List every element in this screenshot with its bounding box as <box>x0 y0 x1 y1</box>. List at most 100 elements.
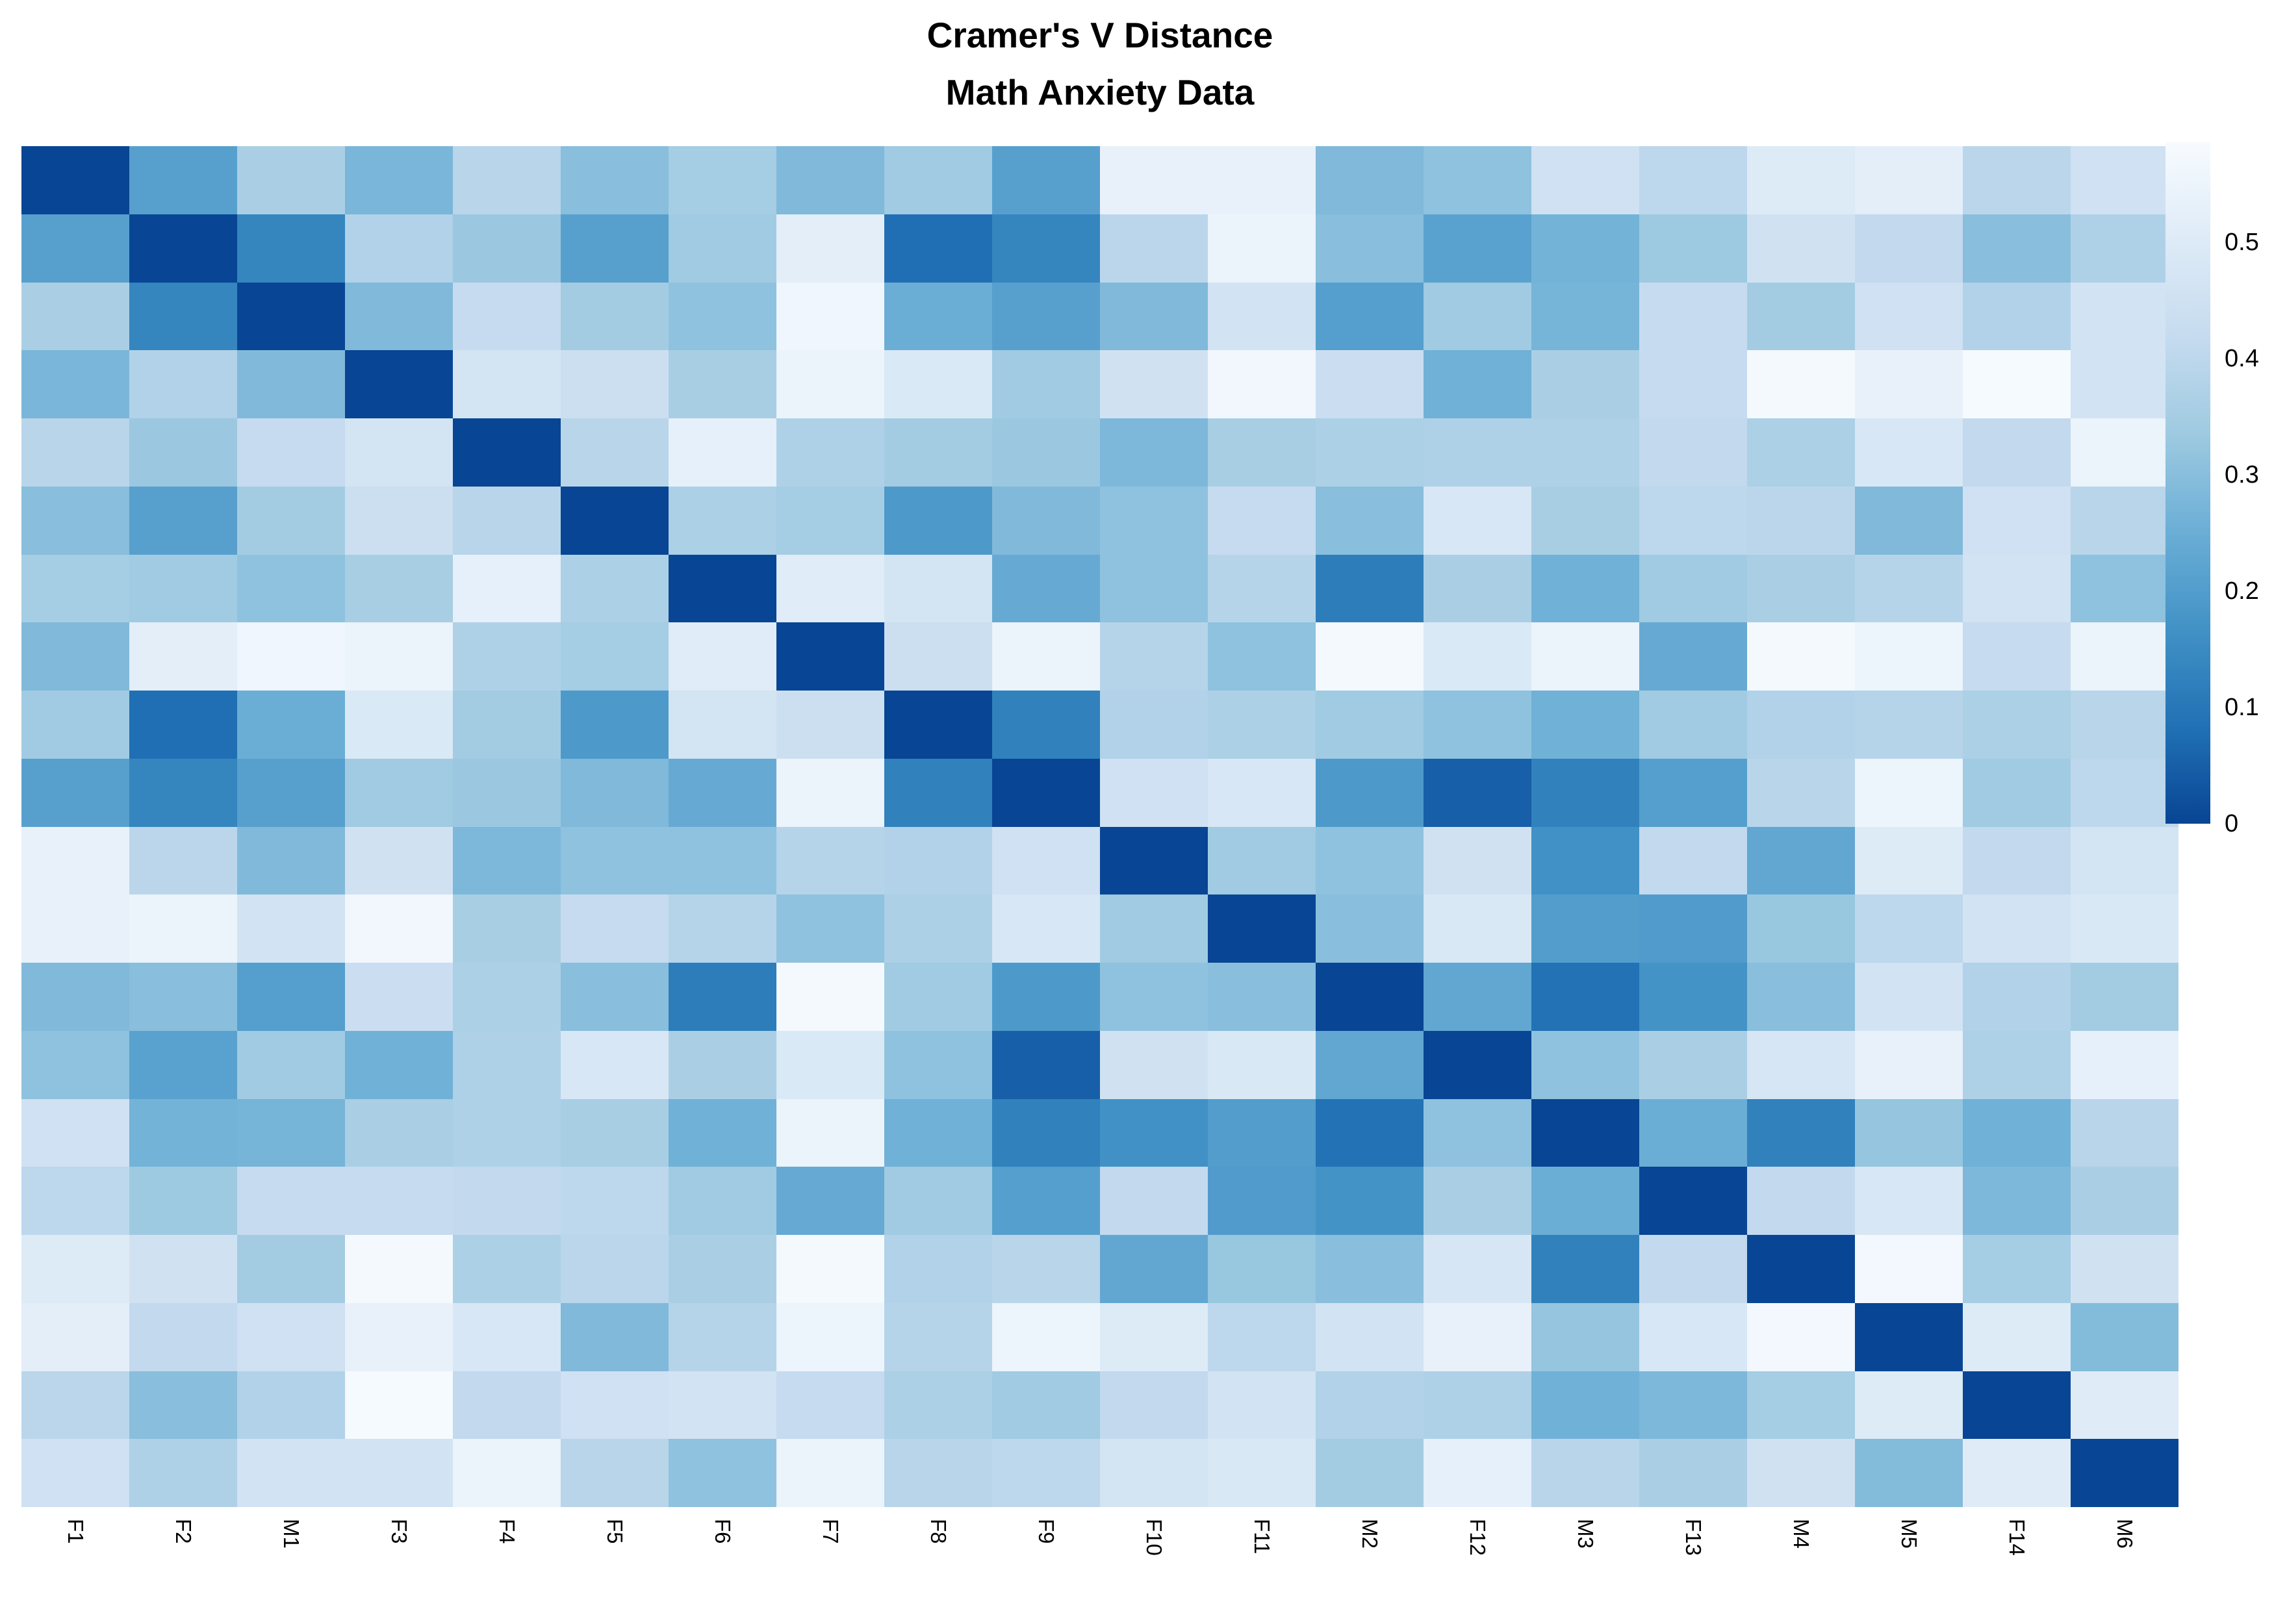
heatmap-cell <box>453 1098 561 1167</box>
heatmap-cell <box>1963 894 2071 963</box>
heatmap-cell <box>669 963 776 1031</box>
x-axis-label: F9 <box>1034 1519 1058 1544</box>
heatmap-cell <box>561 963 669 1031</box>
x-axis-tick: F12 <box>1424 1519 1531 1610</box>
heatmap-cell <box>2071 622 2178 691</box>
heatmap-cell <box>669 554 776 623</box>
heatmap-cell <box>453 418 561 487</box>
heatmap-cell <box>1963 554 2071 623</box>
x-axis-tick: F11 <box>1208 1519 1316 1610</box>
heatmap-cell <box>237 1167 345 1235</box>
heatmap-cell <box>1316 758 1424 827</box>
heatmap-cell <box>1639 1167 1747 1235</box>
heatmap-cell <box>237 282 345 351</box>
heatmap-cell <box>1100 214 1208 283</box>
heatmap-cell <box>884 350 992 418</box>
heatmap-cell <box>1531 1167 1639 1235</box>
heatmap-cell <box>1316 691 1424 759</box>
heatmap-cell <box>237 1302 345 1371</box>
heatmap-cell <box>992 418 1100 487</box>
heatmap-cell <box>1316 1098 1424 1167</box>
heatmap-cell <box>776 1098 884 1167</box>
heatmap-cell <box>345 214 453 283</box>
heatmap-cell <box>129 758 237 827</box>
heatmap-cell <box>669 1030 776 1099</box>
heatmap-cell <box>669 622 776 691</box>
heatmap-cell <box>1316 1167 1424 1235</box>
heatmap-cell <box>1208 691 1316 759</box>
heatmap-cell <box>21 418 129 487</box>
colorbar-gradient <box>2165 142 2210 824</box>
heatmap-cell <box>1855 894 1963 963</box>
heatmap-cell <box>345 554 453 623</box>
heatmap-cell <box>1100 1302 1208 1371</box>
heatmap-cell <box>669 1235 776 1303</box>
heatmap-cell <box>992 894 1100 963</box>
heatmap-cell <box>21 1098 129 1167</box>
heatmap-cell <box>1208 963 1316 1031</box>
heatmap-cell <box>21 758 129 827</box>
heatmap-cell <box>1316 1235 1424 1303</box>
heatmap-cell <box>1747 1030 1855 1099</box>
heatmap-cell <box>1747 1235 1855 1303</box>
heatmap-cell <box>1424 1167 1531 1235</box>
x-axis-label: F1 <box>64 1519 88 1544</box>
heatmap-cell <box>669 894 776 963</box>
heatmap-cell <box>776 350 884 418</box>
heatmap-cell <box>1855 758 1963 827</box>
heatmap-cell <box>1639 622 1747 691</box>
heatmap-cell <box>2071 1098 2178 1167</box>
heatmap-cell <box>669 1371 776 1440</box>
heatmap-cell <box>669 691 776 759</box>
heatmap-cell <box>992 758 1100 827</box>
heatmap-cell <box>1531 1030 1639 1099</box>
heatmap-cell <box>992 282 1100 351</box>
heatmap-cell <box>1531 486 1639 555</box>
heatmap-cell <box>1639 1371 1747 1440</box>
heatmap-cell <box>561 554 669 623</box>
heatmap-cell <box>561 826 669 895</box>
heatmap-cell <box>1100 1098 1208 1167</box>
x-axis-label: F11 <box>1250 1519 1274 1554</box>
x-axis-tick: F7 <box>776 1519 884 1610</box>
heatmap-cell <box>884 1167 992 1235</box>
heatmap-cell <box>1639 418 1747 487</box>
heatmap-cell <box>669 350 776 418</box>
heatmap-cell <box>237 691 345 759</box>
heatmap-cell <box>453 1235 561 1303</box>
heatmap-cell <box>1855 554 1963 623</box>
legend-tick-label: 0.2 <box>2225 577 2259 605</box>
heatmap-cell <box>345 826 453 895</box>
heatmap-cell <box>1100 622 1208 691</box>
heatmap-cell <box>237 963 345 1031</box>
heatmap-cell <box>1855 1302 1963 1371</box>
heatmap-cell <box>1208 758 1316 827</box>
x-axis-label: F5 <box>603 1519 627 1544</box>
heatmap-cell <box>1100 1371 1208 1440</box>
heatmap-cell <box>669 214 776 283</box>
heatmap-cell <box>776 1167 884 1235</box>
heatmap-cell <box>561 418 669 487</box>
heatmap-cell <box>1963 1030 2071 1099</box>
heatmap-cell <box>1208 1371 1316 1440</box>
heatmap-cell <box>884 826 992 895</box>
heatmap-cell <box>1100 894 1208 963</box>
heatmap-cell <box>992 1371 1100 1440</box>
heatmap-cell <box>776 826 884 895</box>
heatmap-cell <box>129 826 237 895</box>
heatmap-cell <box>1316 1302 1424 1371</box>
heatmap-cell <box>992 963 1100 1031</box>
heatmap-cell <box>1100 146 1208 214</box>
heatmap-cell <box>1316 826 1424 895</box>
heatmap-cell <box>1747 1167 1855 1235</box>
heatmap-cell <box>1208 1098 1316 1167</box>
legend-tick-label: 0.1 <box>2225 694 2259 721</box>
heatmap-cell <box>21 622 129 691</box>
heatmap-cell <box>1316 418 1424 487</box>
heatmap-cell <box>21 894 129 963</box>
heatmap-cell <box>1963 146 2071 214</box>
heatmap-cell <box>1963 486 2071 555</box>
x-axis-tick: M3 <box>1531 1519 1639 1610</box>
heatmap-cell <box>1531 691 1639 759</box>
